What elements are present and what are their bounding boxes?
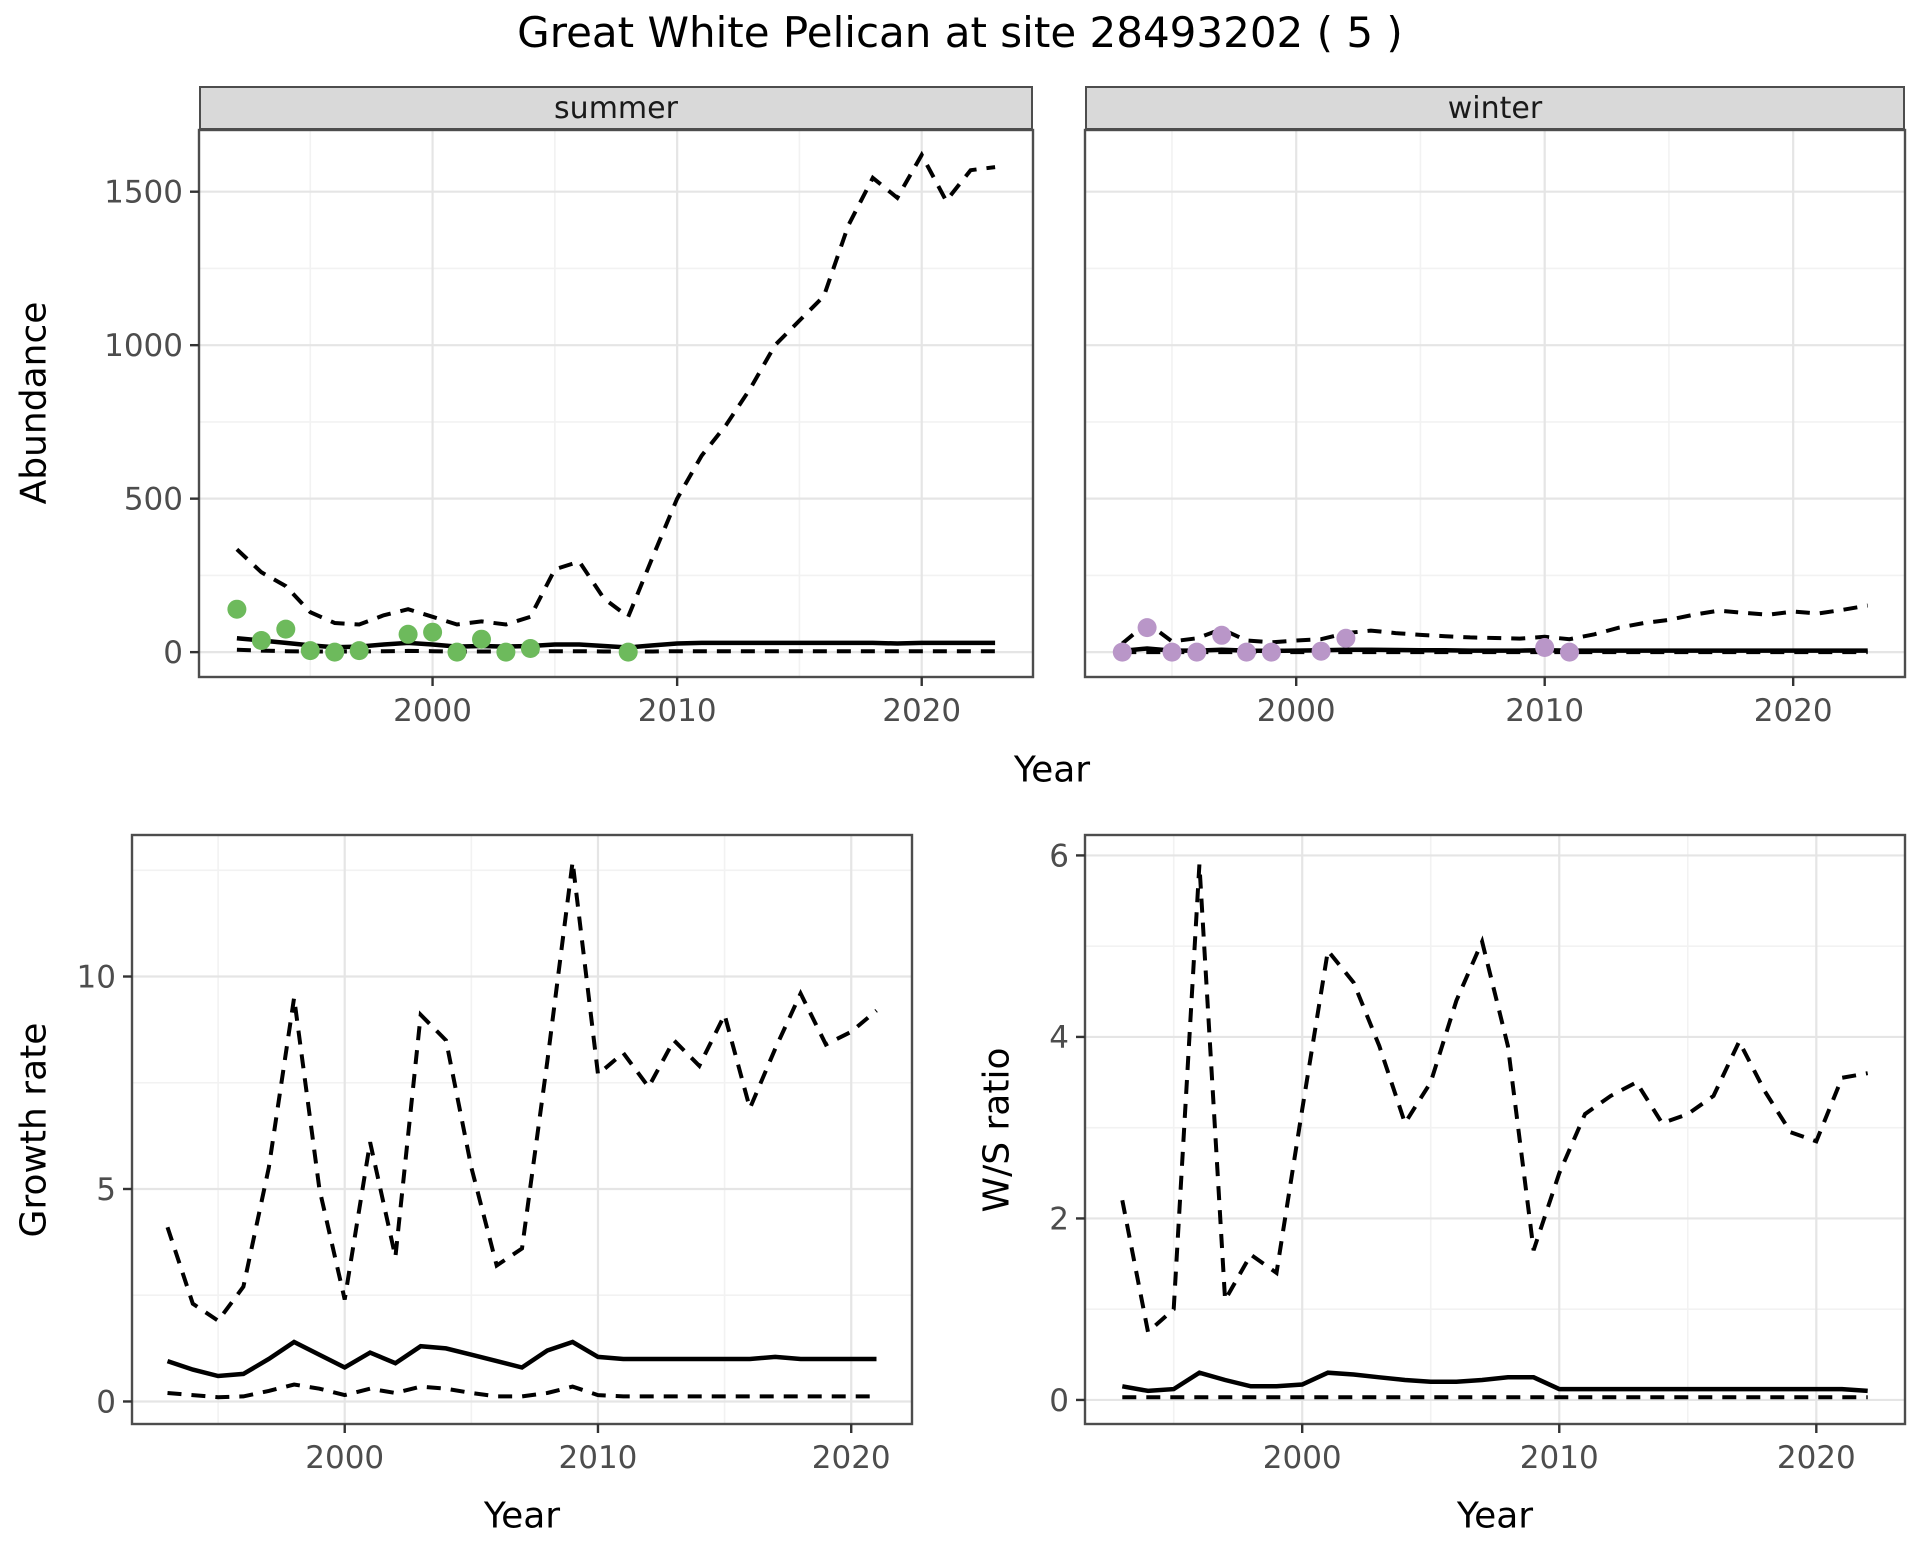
observation-point xyxy=(520,639,540,658)
x-axis-title-year-top: Year xyxy=(1013,749,1091,791)
observation-point xyxy=(1212,625,1232,645)
observation-point xyxy=(496,642,516,662)
median-line xyxy=(1121,1370,1868,1394)
y-tick-label: 0 xyxy=(96,1384,116,1420)
y-tick-label: 500 xyxy=(124,482,183,518)
observation-point xyxy=(1237,642,1256,662)
observation-point xyxy=(447,642,467,662)
y-tick-label: 0 xyxy=(163,635,183,671)
panel-border xyxy=(130,833,914,1426)
facet-strip-summer: summer xyxy=(199,86,1033,130)
x-tick-label: 2020 xyxy=(1754,693,1833,729)
observation-point xyxy=(1535,638,1555,657)
y-tick-label: 6 xyxy=(1049,838,1069,874)
observation-point xyxy=(423,622,443,642)
observation-point xyxy=(276,619,296,639)
observation-point xyxy=(1162,642,1182,662)
x-tick-label: 2020 xyxy=(882,693,961,729)
observation-point xyxy=(227,599,247,619)
observation-point xyxy=(300,641,320,661)
x-tick-label: 2020 xyxy=(1777,1440,1856,1476)
x-tick-label: 2000 xyxy=(305,1440,384,1476)
x-tick-label: 2010 xyxy=(559,1440,638,1476)
observation-point xyxy=(325,642,345,662)
x-tick-label: 2020 xyxy=(812,1440,891,1476)
x-tick-label: 2000 xyxy=(1257,693,1336,729)
upper-ci-line xyxy=(1121,603,1869,646)
panel-background xyxy=(199,130,1033,677)
facet-strip-winter-label: winter xyxy=(1447,90,1543,126)
y-tick-label: 10 xyxy=(77,960,116,996)
y-axis-title-abundance: Abundance xyxy=(13,301,55,505)
observation-point xyxy=(1112,642,1132,662)
observation-point xyxy=(1187,642,1207,662)
median-line xyxy=(166,1339,877,1379)
observation-point xyxy=(618,642,638,662)
observation-point xyxy=(1261,642,1281,662)
y-axis-title-ws-ratio: W/S ratio xyxy=(976,1047,1018,1213)
x-tick-label: 2010 xyxy=(638,693,717,729)
y-axis-title-growth-rate: Growth rate xyxy=(13,1022,55,1238)
facet-strip-summer-label: summer xyxy=(554,90,678,126)
x-axis-title-year-bottom-left: Year xyxy=(483,1495,561,1537)
upper-ci-line xyxy=(165,861,878,1324)
x-tick-label: 2010 xyxy=(1505,693,1584,729)
observation-point xyxy=(251,631,271,650)
x-tick-label: 2000 xyxy=(1263,1440,1342,1476)
facet-strip-winter: winter xyxy=(1085,86,1905,130)
x-tick-label: 2010 xyxy=(1520,1440,1599,1476)
panel-background xyxy=(1085,130,1905,677)
observation-point xyxy=(1137,618,1157,638)
observation-point xyxy=(472,629,491,649)
panel-border xyxy=(1083,128,1907,679)
panel-background xyxy=(1085,835,1905,1424)
observation-point xyxy=(1560,642,1579,662)
y-tick-label: 1500 xyxy=(104,175,183,211)
y-tick-label: 1000 xyxy=(104,328,183,364)
observation-point xyxy=(1336,628,1356,648)
observation-point xyxy=(349,641,369,661)
y-tick-label: 5 xyxy=(96,1172,116,1208)
y-tick-label: 4 xyxy=(1049,1020,1069,1056)
plot-title: Great White Pelican at site 28493202 ( 5… xyxy=(517,8,1403,57)
x-tick-label: 2000 xyxy=(393,693,472,729)
panel-background xyxy=(132,835,912,1424)
panel-border xyxy=(197,128,1035,679)
observation-point xyxy=(398,624,418,644)
upper-ci-line xyxy=(1120,864,1869,1336)
y-tick-label: 2 xyxy=(1049,1201,1069,1237)
observation-point xyxy=(1311,641,1331,661)
y-tick-label: 0 xyxy=(1049,1383,1069,1419)
upper-ci-line xyxy=(235,150,996,627)
panel-border xyxy=(1083,833,1907,1426)
x-axis-title-year-bottom-right: Year xyxy=(1456,1495,1534,1537)
